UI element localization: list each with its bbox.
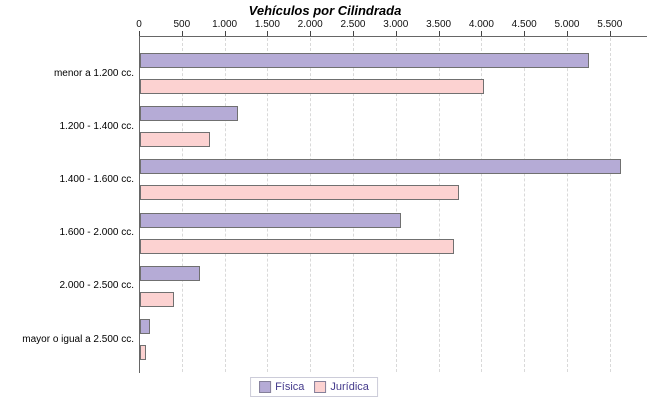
x-tick-label: 4.500: [511, 19, 537, 30]
x-tick-label: 0: [136, 19, 142, 30]
gridline: [181, 38, 183, 372]
x-tick-label: 5.000: [554, 19, 580, 30]
legend-item: Física: [259, 381, 304, 393]
x-tick-label: 5.500: [597, 19, 623, 30]
bar-juridica: [140, 185, 459, 201]
gridline: [310, 38, 312, 372]
legend: Física Jurídica: [250, 377, 378, 397]
gridline: [267, 38, 269, 372]
x-tick-label: 2.000: [297, 19, 323, 30]
gridline: [524, 38, 526, 372]
x-tick-mark: [224, 31, 226, 36]
x-axis-line: [139, 36, 647, 37]
bar-fisica: [140, 53, 589, 68]
x-tick-mark: [181, 31, 183, 36]
x-tick-mark: [139, 31, 140, 36]
chart-title: Vehículos por Cilindrada: [248, 3, 402, 18]
bar-juridica: [140, 132, 211, 148]
bar-fisica: [140, 212, 402, 228]
x-tick-label: 3.000: [383, 19, 409, 30]
x-tick-label: 1.500: [254, 19, 280, 30]
x-tick-label: 1.000: [212, 19, 238, 30]
legend-label: Jurídica: [330, 381, 369, 393]
category-label: menor a 1.200 cc.: [53, 67, 134, 79]
x-tick-mark: [352, 31, 354, 36]
gridline: [609, 38, 611, 372]
bar-fisica: [140, 265, 201, 281]
y-axis-line: [139, 37, 140, 373]
legend-swatch: [314, 381, 327, 393]
legend-swatch: [259, 381, 272, 393]
bar-juridica: [140, 291, 175, 307]
gridline: [352, 38, 354, 372]
bar-juridica: [140, 345, 146, 360]
category-label: 1.200 - 1.400 cc.: [59, 120, 135, 132]
x-tick-mark: [267, 31, 269, 36]
bar-juridica: [140, 238, 455, 254]
x-tick-mark: [524, 31, 526, 36]
bar-fisica: [140, 106, 238, 122]
legend-label: Física: [275, 381, 305, 393]
x-tick-label: 500: [173, 19, 191, 30]
x-tick-label: 4.000: [468, 19, 494, 30]
x-tick-mark: [310, 31, 312, 36]
category-label: 2.000 - 2.500 cc.: [59, 280, 135, 292]
x-tick-mark: [481, 31, 483, 36]
bar-fisica: [140, 159, 622, 175]
gridline: [438, 38, 440, 372]
gridline: [566, 38, 568, 372]
legend-item: Jurídica: [314, 381, 369, 393]
x-tick-mark: [609, 31, 611, 36]
x-tick-label: 3.500: [426, 19, 452, 30]
category-label: mayor o igual a 2.500 cc.: [22, 333, 134, 345]
category-label: 1.400 - 1.600 cc.: [59, 173, 135, 185]
x-tick-mark: [395, 31, 397, 36]
gridline: [224, 38, 226, 372]
x-tick-mark: [438, 31, 440, 36]
x-tick-label: 2.500: [340, 19, 366, 30]
x-tick-mark: [566, 31, 568, 36]
bar-juridica: [140, 79, 485, 94]
plot-area: [139, 37, 646, 373]
gridline: [395, 38, 397, 372]
category-label: 1.600 - 2.000 cc.: [59, 227, 135, 239]
gridline: [481, 38, 483, 372]
bar-fisica: [140, 319, 150, 334]
